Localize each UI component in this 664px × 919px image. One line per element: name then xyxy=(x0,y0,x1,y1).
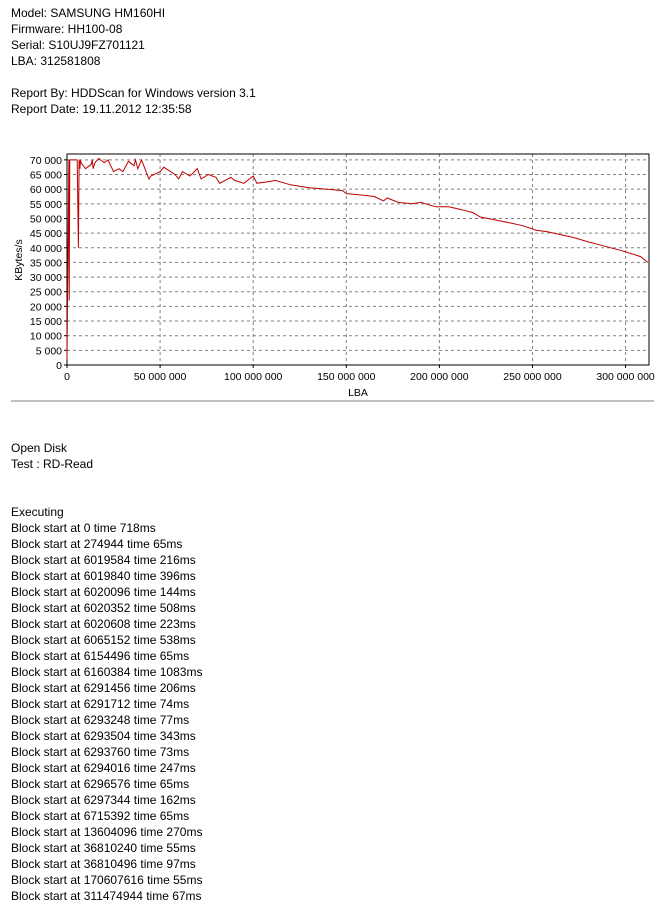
open-disk-line: Open Disk xyxy=(11,441,68,455)
log-line: Block start at 170607616 time 55ms xyxy=(11,873,203,887)
x-tick-label: 0 xyxy=(64,371,70,383)
log-line: Block start at 6293248 time 77ms xyxy=(11,713,190,727)
log-line: Block start at 6020096 time 144ms xyxy=(11,585,196,599)
x-axis-label: LBA xyxy=(348,387,368,399)
y-tick-label: 15 000 xyxy=(30,316,62,328)
y-tick-label: 40 000 xyxy=(30,243,62,255)
y-tick-label: 5 000 xyxy=(36,345,62,357)
log-line: Block start at 6293760 time 73ms xyxy=(11,745,190,759)
y-tick-label: 20 000 xyxy=(30,301,62,313)
lba-line: LBA: 312581808 xyxy=(11,54,101,68)
y-axis-label: KBytes/s xyxy=(13,239,25,280)
log-line: Block start at 6715392 time 65ms xyxy=(11,809,190,823)
speed-chart: 0 5 000 10 000 15 000 20 000 25 000 30 000 35 0… xyxy=(11,153,655,402)
chart-grid xyxy=(67,154,649,365)
y-tick-label: 55 000 xyxy=(30,199,62,211)
y-tick-label: 25 000 xyxy=(30,287,62,299)
log-line: Block start at 6154496 time 65ms xyxy=(11,649,190,663)
plot-frame xyxy=(66,153,650,366)
log-line: Block start at 311474944 time 67ms xyxy=(11,889,202,903)
x-axis-ticks: 0 50 000 000 100 000 000 150 000 000 200 000… xyxy=(64,365,655,383)
log-line: Block start at 6294016 time 247ms xyxy=(11,761,196,775)
y-tick-label: 30 000 xyxy=(30,272,62,284)
y-tick-label: 65 000 xyxy=(30,170,62,182)
y-tick-label: 50 000 xyxy=(30,213,62,225)
log-line: Block start at 6065152 time 538ms xyxy=(11,633,196,647)
report-by-line: Report By: HDDScan for Windows version 3… xyxy=(11,86,256,100)
x-tick-label: 50 000 000 xyxy=(134,371,187,383)
log-line: Block start at 6020608 time 223ms xyxy=(11,617,196,631)
x-tick-label: 200 000 000 xyxy=(410,371,469,383)
log-line: Block start at 6160384 time 1083ms xyxy=(11,665,203,679)
y-tick-label: 60 000 xyxy=(30,184,62,196)
log-line: Block start at 6019840 time 396ms xyxy=(11,569,196,583)
y-tick-label: 45 000 xyxy=(30,228,62,240)
log-section: Open Disk Test : RD-Read Executing Block… xyxy=(11,441,202,904)
executing-line: Executing xyxy=(11,505,64,519)
log-line: Block start at 6020352 time 508ms xyxy=(11,601,196,615)
log-line: Block start at 6291712 time 74ms xyxy=(11,697,190,711)
log-line: Block start at 36810240 time 55ms xyxy=(11,841,196,855)
y-tick-label: 35 000 xyxy=(30,257,62,269)
log-line: Block start at 6019584 time 216ms xyxy=(11,553,196,567)
log-line: Block start at 6296576 time 65ms xyxy=(11,777,190,791)
log-line: Block start at 6291456 time 206ms xyxy=(11,681,196,695)
y-axis-ticks: 0 5 000 10 000 15 000 20 000 25 000 30 000 35 0… xyxy=(30,155,67,372)
log-line: Block start at 6293504 time 343ms xyxy=(11,729,196,743)
block-log-list: Block start at 0 time 718ms Block start a… xyxy=(11,520,202,904)
log-line: Block start at 0 time 718ms xyxy=(11,521,156,535)
x-tick-label: 100 000 000 xyxy=(224,371,283,383)
report-date-line: Report Date: 19.11.2012 12:35:58 xyxy=(11,102,192,116)
log-line: Block start at 6297344 time 162ms xyxy=(11,793,196,807)
y-tick-label: 10 000 xyxy=(30,331,62,343)
speed-series-line xyxy=(66,157,649,360)
test-line: Test : RD-Read xyxy=(11,457,94,471)
y-tick-label: 70 000 xyxy=(30,155,62,167)
log-line: Block start at 13604096 time 270ms xyxy=(11,825,203,839)
y-tick-label: 0 xyxy=(56,360,62,372)
serial-line: Serial: S10UJ9FZ701121 xyxy=(11,38,145,52)
model-line: Model: SAMSUNG HM160HI xyxy=(11,6,166,20)
log-line: Block start at 274944 time 65ms xyxy=(11,537,183,551)
x-tick-label: 250 000 000 xyxy=(503,371,562,383)
firmware-line: Firmware: HH100-08 xyxy=(11,22,123,36)
x-tick-label: 150 000 000 xyxy=(317,371,376,383)
log-line: Block start at 36810496 time 97ms xyxy=(11,857,196,871)
x-tick-label: 300 000 000 xyxy=(596,371,655,383)
